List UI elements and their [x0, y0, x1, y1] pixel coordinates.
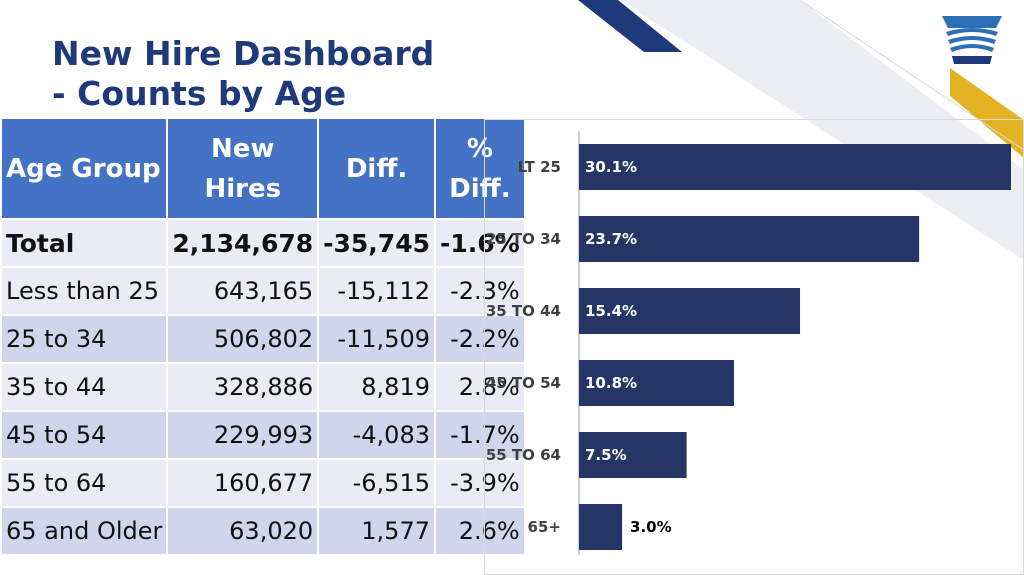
table-row: Less than 25 643,165 -15,112 -2.3% [0, 266, 526, 316]
cell-diff: 1,577 [317, 506, 436, 556]
bar [579, 144, 1011, 190]
title-line-1: New Hire Dashboard [52, 34, 435, 73]
cell-diff: 8,819 [317, 362, 436, 412]
header-pct-diff-line-2: Diff. [449, 173, 511, 204]
data-label: 10.8% [585, 374, 637, 392]
header-pct-diff: % Diff. [434, 119, 526, 220]
category-label: 35 TO 44 [486, 302, 561, 320]
table-row: 35 to 44 328,886 8,819 2.8% [0, 362, 526, 412]
cell-new-hires: 160,677 [166, 458, 320, 508]
table-row: 65 and Older 63,020 1,577 2.6% [0, 506, 526, 556]
table-row: 25 to 34 506,802 -11,509 -2.2% [0, 314, 526, 364]
cell-diff: -11,509 [317, 314, 436, 364]
bar [579, 432, 687, 478]
deco-navy-stripe [578, 0, 682, 52]
cell-new-hires: 328,886 [166, 362, 320, 412]
bar [579, 216, 920, 262]
category-label: 65+ [528, 518, 561, 536]
cell-new-hires: 2,134,678 [166, 218, 320, 268]
deco-light-stripe [620, 0, 1024, 260]
header-new-hires-line-2: Hires [204, 173, 282, 204]
cell-age-group: 35 to 44 [0, 362, 169, 412]
cell-age-group: Total [0, 218, 169, 268]
cell-pct-diff: -1.7% [434, 410, 526, 460]
table-row: 55 to 64 160,677 -6,515 -3.9% [0, 458, 526, 508]
cell-diff: -15,112 [317, 266, 436, 316]
table-row-total: Total 2,134,678 -35,745 -1.6% [0, 218, 526, 268]
cell-age-group: Less than 25 [0, 266, 169, 316]
cell-age-group: 45 to 54 [0, 410, 169, 460]
cell-pct-diff: -1.6% [434, 218, 526, 268]
keystone-logo-icon [942, 16, 1002, 64]
bar [579, 288, 801, 334]
header-pct-diff-line-1: % [466, 133, 493, 164]
data-label: 23.7% [585, 230, 637, 248]
cell-new-hires: 643,165 [166, 266, 320, 316]
bar [579, 504, 623, 550]
cell-new-hires: 506,802 [166, 314, 320, 364]
cell-age-group: 55 to 64 [0, 458, 169, 508]
deco-thin-line [799, 0, 1024, 151]
title-line-2: - Counts by Age [52, 74, 347, 113]
page-title: New Hire Dashboard - Counts by Age [52, 34, 434, 114]
cell-diff: -4,083 [317, 410, 436, 460]
table-row: 45 to 54 229,993 -4,083 -1.7% [0, 410, 526, 460]
category-label: 45 TO 54 [486, 374, 561, 392]
age-distribution-bar-chart: LT 25 30.1% 25 TO 34 23.7% 35 TO 44 15.4% 45 T… [484, 119, 1024, 575]
table-header-row: Age Group New Hires Diff. % Diff. [0, 119, 526, 220]
data-label: 15.4% [585, 302, 637, 320]
header-age-group: Age Group [0, 119, 169, 220]
cell-pct-diff: 2.8% [434, 362, 526, 412]
bar [579, 360, 735, 406]
cell-age-group: 25 to 34 [0, 314, 169, 364]
data-label: 3.0% [630, 518, 672, 536]
deco-gold-stripe [950, 68, 1024, 158]
cell-diff: -35,745 [317, 218, 436, 268]
category-label: 55 TO 64 [486, 446, 561, 464]
cell-pct-diff: 2.6% [434, 506, 526, 556]
header-new-hires: New Hires [166, 119, 320, 220]
data-label: 7.5% [585, 446, 627, 464]
cell-new-hires: 63,020 [166, 506, 320, 556]
age-counts-table: Age Group New Hires Diff. % Diff. Total … [0, 119, 526, 556]
header-diff: Diff. [317, 119, 436, 220]
category-label: LT 25 [518, 158, 561, 176]
header-new-hires-line-1: New [211, 133, 275, 164]
cell-new-hires: 229,993 [166, 410, 320, 460]
data-label: 30.1% [585, 158, 637, 176]
cell-age-group: 65 and Older [0, 506, 169, 556]
cell-diff: -6,515 [317, 458, 436, 508]
category-label: 25 TO 34 [486, 230, 561, 248]
